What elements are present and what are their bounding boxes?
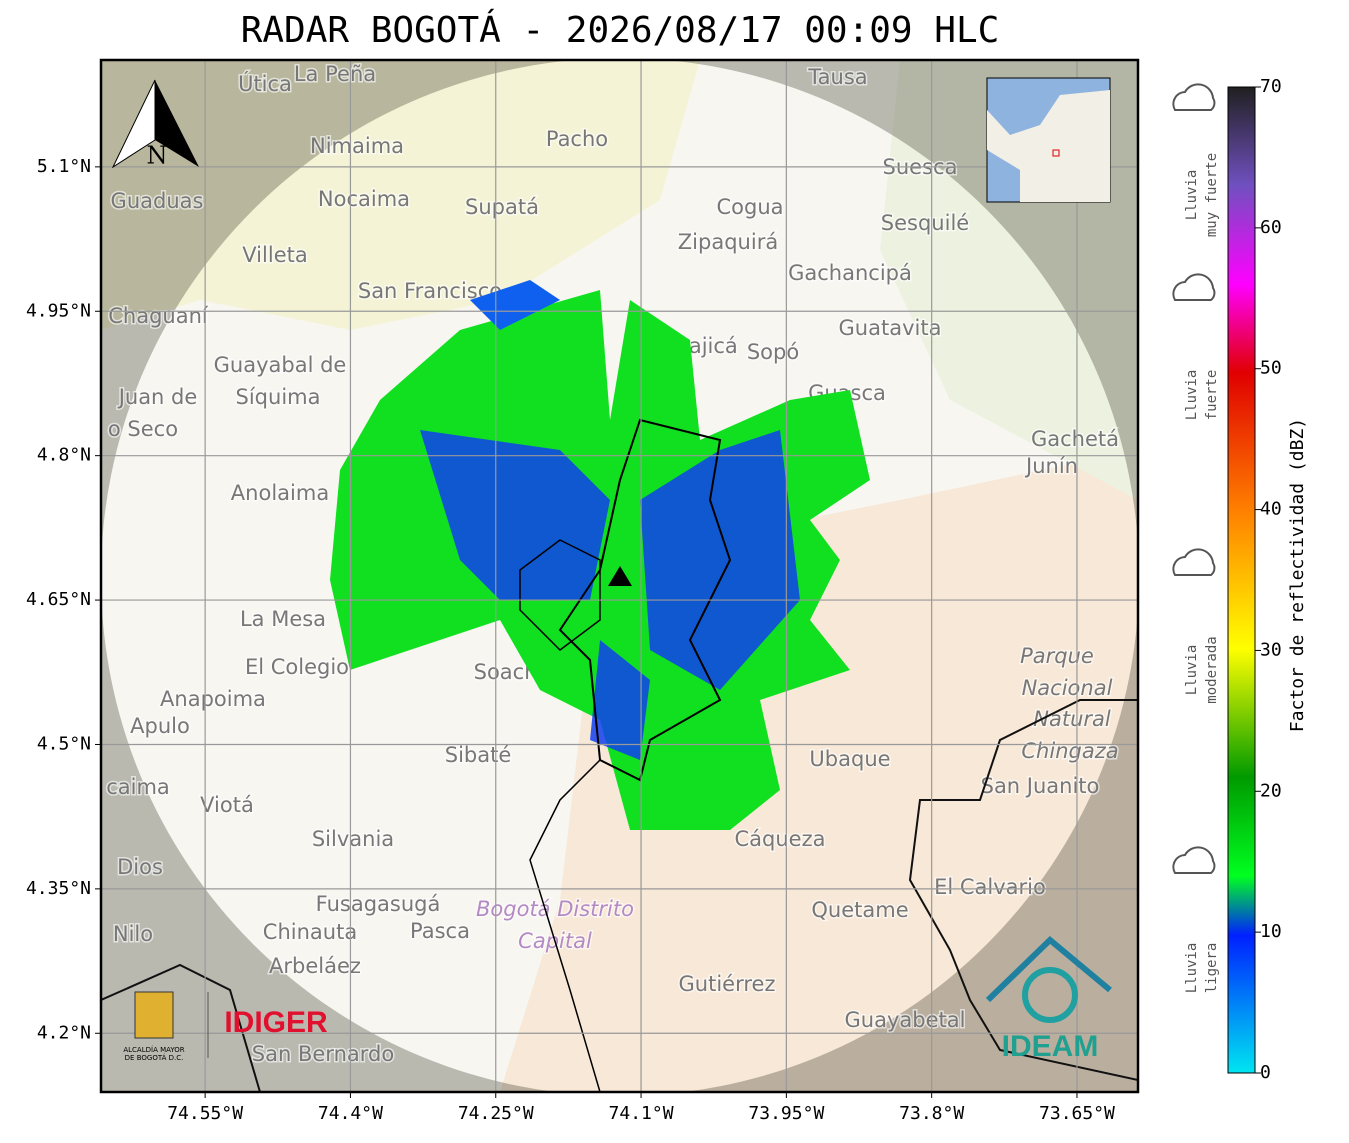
colorbar-tick-label: 20	[1260, 780, 1282, 801]
place-label: Dios	[117, 855, 163, 879]
rain-category-label: Lluvia	[1184, 370, 1200, 421]
echo-blue	[420, 430, 800, 760]
place-label: Quetame	[811, 898, 908, 922]
alcaldia-text: DE BOGOTÁ D.C.	[125, 1053, 184, 1062]
place-label: Cogua	[716, 195, 783, 219]
place-label: Bogotá Distrito	[476, 897, 634, 921]
place-label: Tausa	[807, 65, 867, 89]
place-label: Villeta	[242, 243, 307, 267]
place-label: San Juanito	[981, 774, 1100, 798]
weather-icon	[1172, 846, 1216, 874]
place-label: Supatá	[465, 195, 539, 219]
place-label: La Peña	[294, 62, 376, 86]
rain-category-label: moderada	[1204, 636, 1220, 703]
place-label: Guayabal de	[214, 353, 347, 377]
lon-tick-label: 73.65°W	[1039, 1103, 1115, 1124]
title: RADAR BOGOTÁ - 2026/08/17 00:09 HLC	[241, 9, 1000, 51]
place-label: Síquima	[236, 385, 321, 409]
colorbar-tick-label: 40	[1260, 499, 1282, 520]
place-label: El Colegio	[245, 655, 349, 679]
place-label: Fusagasugá	[316, 892, 441, 916]
place-label: Junín	[1024, 454, 1078, 478]
lon-tick-label: 73.8°W	[899, 1103, 964, 1124]
weather-icon	[1172, 83, 1216, 111]
place-label: caima	[106, 775, 170, 799]
lon-tick-label: 74.1°W	[609, 1103, 674, 1124]
place-label: San Bernardo	[252, 1042, 394, 1066]
logos: ALCALDÍA MAYOR DE BOGOTÁ D.C. IDIGER IDE…	[123, 935, 1112, 1063]
lat-tick-label: 4.5°N	[37, 733, 91, 754]
place-label: Natural	[1033, 707, 1111, 731]
place-label: Nimaima	[310, 134, 404, 158]
place-label: Nilo	[113, 922, 153, 946]
colorbar-tick-label: 60	[1260, 217, 1282, 238]
place-label: Juan de	[117, 385, 198, 409]
lat-tick-label: 5.1°N	[37, 156, 91, 177]
echo-blue	[470, 280, 560, 330]
place-label: Pacho	[546, 127, 608, 151]
place-label: Gachetá	[1031, 427, 1119, 451]
place-label: Chinauta	[263, 920, 357, 944]
place-label: Guayabetal	[845, 1008, 966, 1032]
colorbar	[1227, 86, 1256, 1074]
place-label: Silvania	[312, 827, 394, 851]
alcaldia-text: ALCALDÍA MAYOR	[123, 1045, 184, 1054]
place-label: Sesquilé	[881, 211, 969, 235]
weather-icon	[1172, 273, 1216, 301]
place-label: Pasca	[410, 919, 470, 943]
colorbar-tick-label: 50	[1260, 358, 1282, 379]
place-label: Nocaima	[318, 187, 410, 211]
place-label: Apulo	[130, 714, 190, 738]
place-label: Guatavita	[839, 316, 942, 340]
lon-tick-label: 74.4°W	[318, 1103, 383, 1124]
place-label: Útica	[238, 71, 292, 96]
colorbar-tick-label: 10	[1260, 921, 1282, 942]
place-label: Zipaquirá	[678, 230, 778, 254]
place-label: El Calvario	[934, 875, 1046, 899]
place-label: Parque	[1020, 644, 1094, 668]
place-label: Viotá	[200, 793, 254, 817]
place-label: o Seco	[108, 417, 178, 441]
place-label: Anolaima	[231, 481, 329, 505]
rain-category-label: Lluvia	[1184, 943, 1200, 994]
lon-tick-label: 73.95°W	[748, 1103, 824, 1124]
lon-tick-label: 74.25°W	[458, 1103, 534, 1124]
place-label: Guaduas	[111, 189, 204, 213]
lat-tick-label: 4.65°N	[26, 589, 91, 610]
map: Útica La Peña Tausa Pacho Nimaima Guaduas Noca…	[101, 60, 1138, 1092]
place-label: Cáqueza	[735, 827, 826, 851]
weather-icon	[1172, 548, 1216, 576]
place-label: Chaguaní	[108, 304, 209, 328]
place-label: Sibaté	[445, 743, 512, 767]
rain-category-label: ligera	[1204, 943, 1220, 994]
colorbar-tick-label: 30	[1260, 639, 1282, 660]
rain-category-label: Lluvia	[1184, 170, 1200, 221]
lat-tick-label: 4.95°N	[26, 300, 91, 321]
place-label: Soacha	[474, 660, 551, 684]
colorbar-tick-label: 70	[1260, 76, 1282, 97]
colorbar-tick-label: 0	[1260, 1062, 1271, 1083]
place-label: Chingaza	[1021, 739, 1118, 763]
idiger-logo: IDIGER	[224, 1006, 328, 1039]
lon-tick-label: 74.55°W	[167, 1103, 243, 1124]
place-label: Gachancipá	[788, 261, 912, 285]
place-label: Nacional	[1022, 676, 1113, 700]
place-label: Gutiérrez	[679, 972, 776, 996]
rain-category-label: Lluvia	[1184, 645, 1200, 696]
lat-tick-label: 4.8°N	[37, 445, 91, 466]
north-arrow: N	[111, 79, 199, 170]
rain-category-label: fuerte	[1204, 370, 1220, 421]
lat-tick-label: 4.35°N	[26, 878, 91, 899]
place-label: Arbeláez	[269, 954, 361, 978]
place-label: Sopó	[747, 340, 799, 364]
rain-category-label: muy fuerte	[1204, 153, 1220, 237]
place-label: Ubaque	[809, 747, 890, 771]
place-label: Anapoima	[160, 687, 266, 711]
place-label: La Mesa	[240, 607, 326, 631]
colorbar-label: Factor de reflectividad (dBZ)	[1287, 418, 1308, 732]
ideam-logo: IDEAM	[1002, 1030, 1099, 1063]
lat-tick-label: 4.2°N	[37, 1022, 91, 1043]
north-label: N	[147, 142, 168, 170]
